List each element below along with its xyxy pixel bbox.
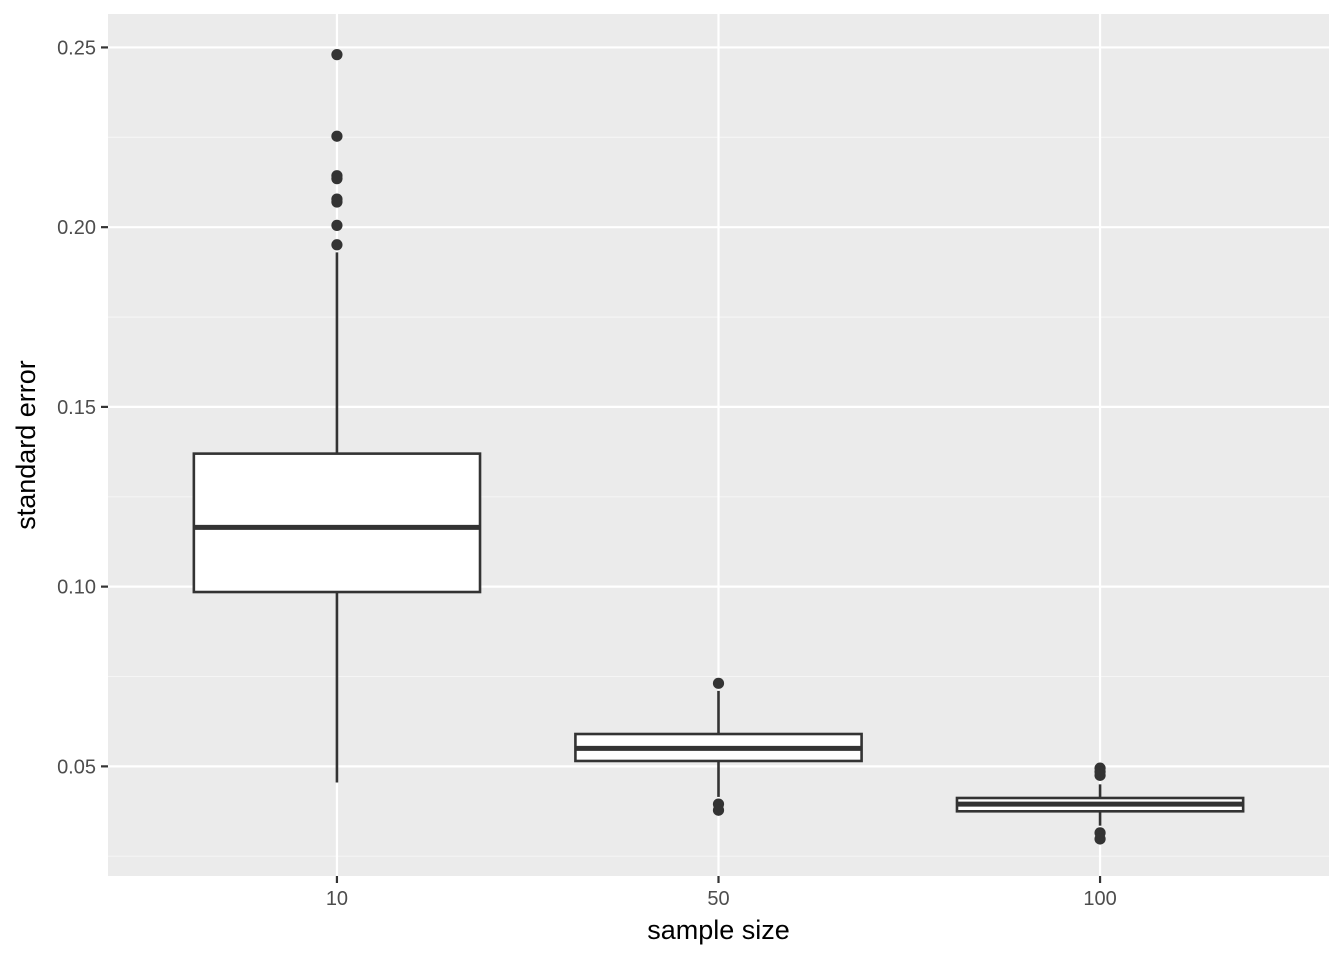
x-axis: 10 50 100 [326, 876, 1117, 910]
y-axis-title: standard error [11, 360, 41, 530]
outlier-point [1094, 769, 1106, 781]
outlier-point [331, 239, 343, 251]
y-tick-label: 0.25 [57, 37, 96, 59]
box [192, 452, 482, 594]
y-tick-label: 0.15 [57, 397, 96, 419]
outlier-point [712, 804, 725, 816]
outlier-point [331, 219, 343, 231]
y-tick-label: 0.05 [57, 756, 96, 778]
y-axis: 0.05 0.10 0.15 0.20 0.25 [57, 37, 108, 778]
y-tick-label: 0.20 [57, 217, 96, 239]
box-group-100 [955, 762, 1245, 845]
box-group-10 [192, 49, 482, 783]
y-tick-label: 0.10 [57, 577, 96, 599]
outlier-point [712, 677, 725, 689]
outlier-point [331, 130, 343, 142]
outlier-point [331, 49, 343, 61]
x-tick-label: 100 [1083, 888, 1116, 910]
boxes-layer [192, 49, 1245, 845]
outlier-point [331, 196, 343, 208]
outlier-point [331, 173, 343, 185]
x-tick-label: 50 [707, 888, 729, 910]
x-tick-label: 10 [326, 888, 348, 910]
box-group-50 [574, 677, 863, 816]
outlier-point [1094, 833, 1106, 845]
x-axis-title: sample size [647, 915, 790, 945]
